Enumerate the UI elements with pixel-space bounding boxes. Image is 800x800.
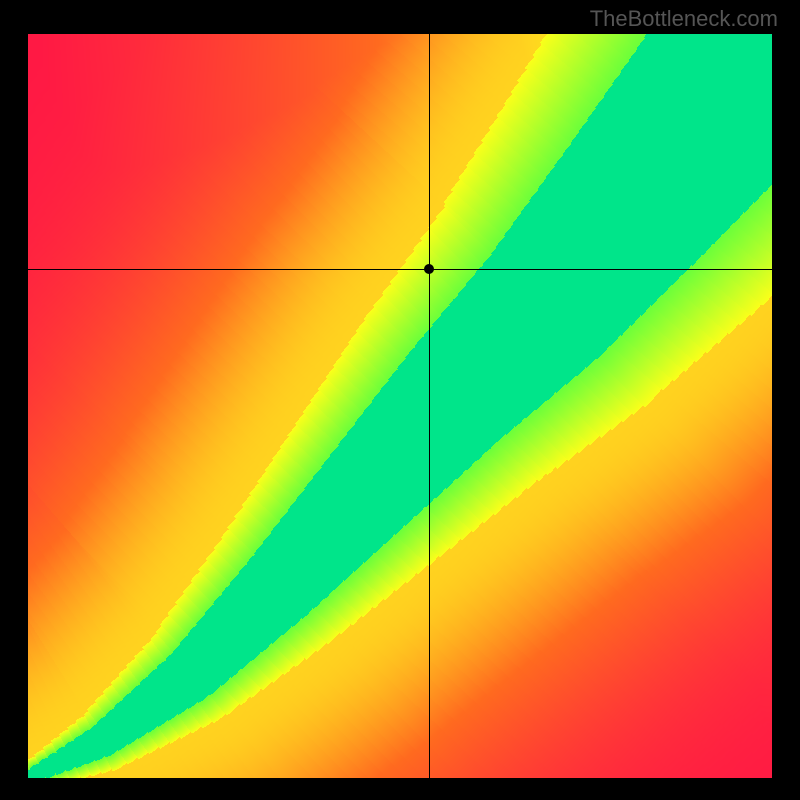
marker-dot [424,264,434,274]
chart-container: TheBottleneck.com [0,0,800,800]
crosshair-vertical [429,34,430,778]
watermark-text: TheBottleneck.com [590,6,778,32]
plot-area [28,34,772,778]
heatmap-canvas [28,34,772,778]
crosshair-horizontal [28,269,772,270]
